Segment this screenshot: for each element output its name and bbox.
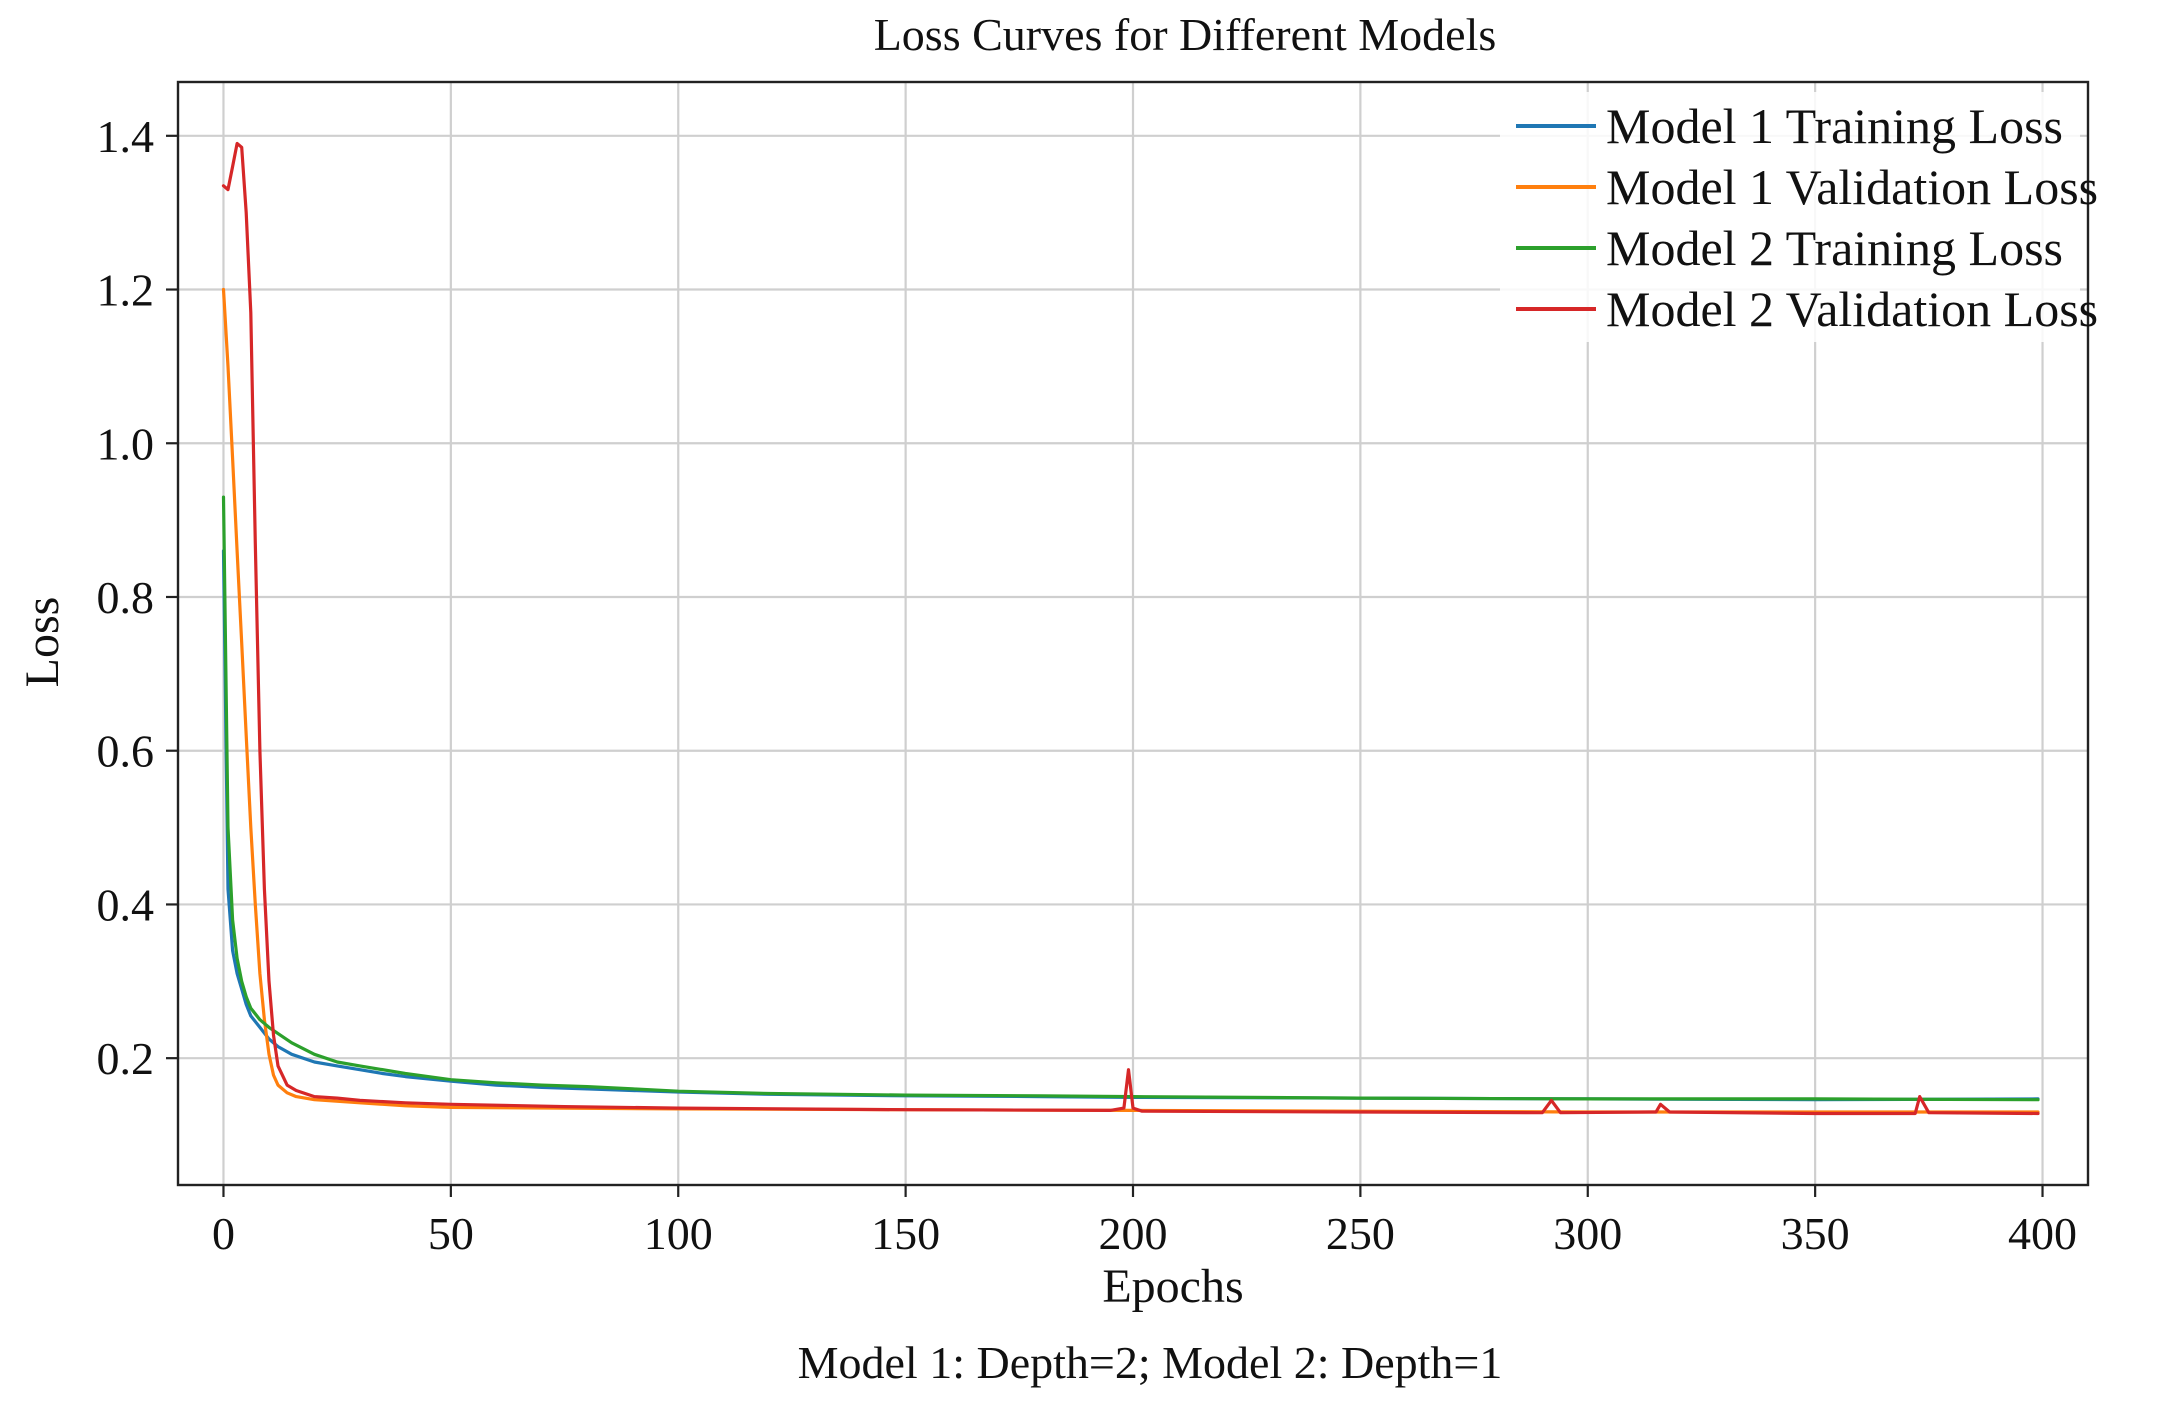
legend-background <box>1500 92 2080 342</box>
grid-layer <box>178 82 2088 1185</box>
tick-layer: 0 50 100 150 200 250 300 350 400 0.2 0.4 0.6 0.8 1.0 1… <box>97 111 2078 1259</box>
series-layer <box>221 141 2040 1116</box>
series-line-model-2-validation-loss <box>221 141 2040 1116</box>
series-line-model-2-training-loss <box>221 495 2040 1102</box>
x-tick-label: 50 <box>428 1208 474 1259</box>
x-tick-label: 100 <box>644 1208 713 1259</box>
x-tick-label: 150 <box>871 1208 940 1259</box>
x-tick-label: 300 <box>1553 1208 1622 1259</box>
x-axis-title: Epochs <box>1102 1260 1243 1313</box>
x-tick-label: 0 <box>212 1208 235 1259</box>
x-tick-label: 200 <box>1099 1208 1168 1259</box>
y-tick-label: 0.2 <box>97 1033 155 1084</box>
y-tick-label: 1.4 <box>97 111 155 162</box>
series-line-model-1-validation-loss <box>221 287 2040 1114</box>
legend-label-model-1-validation-loss: Model 1 Validation Loss <box>1606 159 2098 215</box>
y-tick-label: 1.0 <box>97 418 155 469</box>
legend-label-model-1-training-loss: Model 1 Training Loss <box>1606 98 2063 154</box>
legend-label-model-2-training-loss: Model 2 Training Loss <box>1606 220 2063 276</box>
series-line-model-1-training-loss <box>221 549 2040 1102</box>
legend-label-model-2-validation-loss: Model 2 Validation Loss <box>1606 281 2098 337</box>
x-tick-label: 250 <box>1326 1208 1395 1259</box>
y-tick-label: 0.6 <box>97 726 155 777</box>
figure-caption: Model 1: Depth=2; Model 2: Depth=1 <box>798 1337 1503 1388</box>
y-axis-title: Loss <box>16 597 69 688</box>
x-tick-label: 350 <box>1781 1208 1850 1259</box>
x-tick-label: 400 <box>2008 1208 2077 1259</box>
chart-title: Loss Curves for Different Models <box>874 9 1497 60</box>
y-tick-label: 1.2 <box>97 265 155 316</box>
y-tick-label: 0.4 <box>97 879 155 930</box>
y-tick-label: 0.8 <box>97 572 155 623</box>
